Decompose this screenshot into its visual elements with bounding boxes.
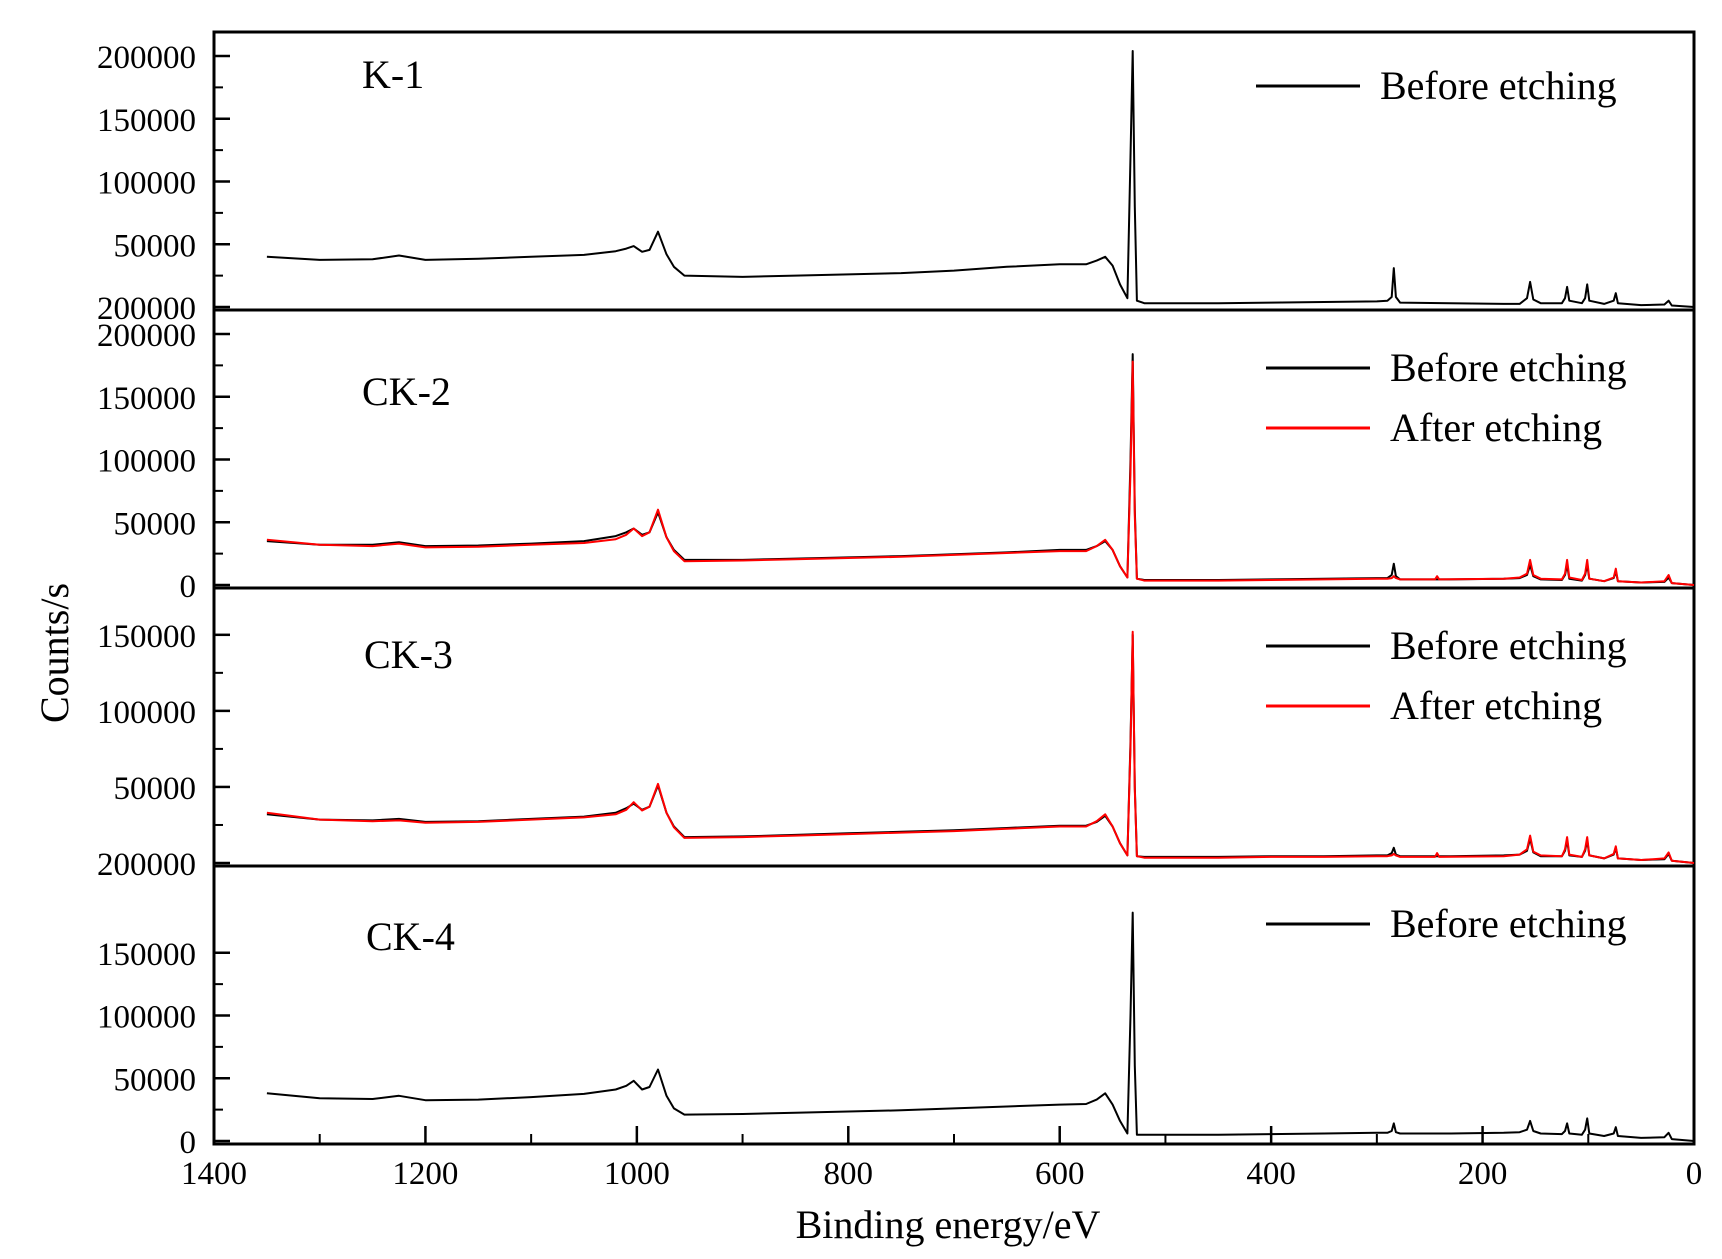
- legend-label: Before etching: [1390, 623, 1627, 668]
- panel-ck-3: 200000 50000 100000 150000 CK-3 Before etchin…: [97, 586, 1696, 883]
- legend-label: Before etching: [1390, 345, 1627, 390]
- y-tick-label: 50000: [114, 506, 197, 542]
- x-axis-title: Binding energy/eV: [796, 1202, 1101, 1247]
- x-tick-label: 400: [1246, 1156, 1296, 1192]
- x-axis: 1400 1200 1000 800 600 400 200 0: [181, 1126, 1702, 1192]
- legend-entry: Before etching: [1266, 345, 1627, 390]
- y-tick-label: 100000: [97, 695, 196, 731]
- x-tick-label: 800: [824, 1156, 874, 1192]
- y-tick-label: 100000: [97, 166, 196, 202]
- y-axis-title: Counts/s: [32, 583, 77, 723]
- legend-label: After etching: [1390, 683, 1602, 728]
- y-tick-label: 100000: [97, 444, 196, 480]
- legend-entry: After etching: [1266, 405, 1602, 450]
- panel-ck-4: 0 50000 100000 150000 CK-4 Before etching: [97, 864, 1696, 1161]
- y-tick-label: 200000: [97, 40, 196, 76]
- legend-label: Before etching: [1390, 901, 1627, 946]
- x-tick-label: 200: [1458, 1156, 1508, 1192]
- series-before-etching: [266, 911, 1695, 1142]
- series-before-etching: [266, 633, 1695, 864]
- series-after-etching: [266, 360, 1695, 586]
- series-after-etching: [266, 630, 1695, 864]
- panel-k-1: 200000 50000 100000 150000 200000 K-1 Before e…: [97, 30, 1696, 327]
- legend-label: Before etching: [1380, 63, 1617, 108]
- y-tick-label: 100000: [97, 1000, 196, 1036]
- legend-label: After etching: [1390, 405, 1602, 450]
- y-tick-label: 0: [180, 569, 197, 605]
- legend-entry: After etching: [1266, 683, 1602, 728]
- y-tick-label: 200000: [97, 291, 196, 327]
- legend-entry: Before etching: [1266, 901, 1627, 946]
- y-tick-label: 0: [180, 1125, 197, 1161]
- panel-label: CK-2: [362, 369, 451, 414]
- panel-label: K-1: [362, 52, 424, 97]
- y-tick-label: 150000: [97, 619, 196, 655]
- y-tick-label: 150000: [97, 381, 196, 417]
- panel-ck-2: 0 50000 100000 150000 200000 CK-2 Before etchi…: [97, 308, 1696, 605]
- panels-layer: 200000 50000 100000 150000 200000 K-1 Before e…: [97, 30, 1696, 1161]
- y-tick-label: 50000: [114, 228, 197, 264]
- panel-label: CK-4: [366, 914, 455, 959]
- x-tick-label: 1000: [604, 1156, 670, 1192]
- legend-entry: Before etching: [1266, 623, 1627, 668]
- series-before-etching: [266, 50, 1695, 308]
- y-tick-label: 150000: [97, 103, 196, 139]
- x-tick-label: 1400: [181, 1156, 247, 1192]
- y-tick-label: 50000: [114, 771, 197, 807]
- legend-entry: Before etching: [1256, 63, 1617, 108]
- x-tick-label: 600: [1035, 1156, 1085, 1192]
- y-tick-label: 150000: [97, 937, 196, 973]
- x-tick-label: 1200: [392, 1156, 458, 1192]
- y-tick-label: 50000: [114, 1062, 197, 1098]
- y-tick-label: 200000: [97, 847, 196, 883]
- y-tick-label: 200000: [97, 318, 196, 354]
- panel-label: CK-3: [364, 632, 453, 677]
- x-tick-label: 0: [1686, 1156, 1703, 1192]
